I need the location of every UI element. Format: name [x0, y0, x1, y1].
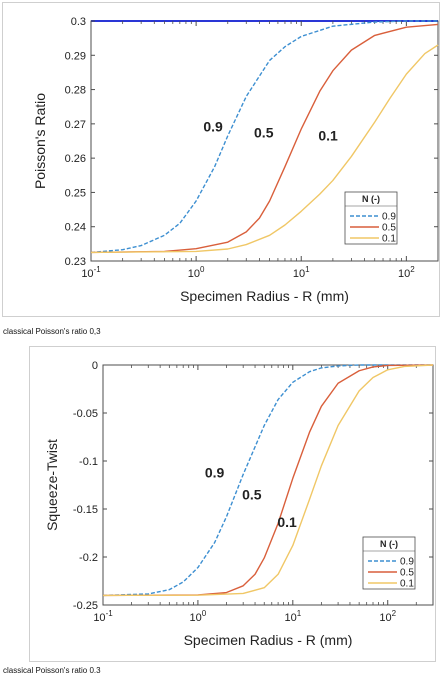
chart1-x-axis-label: Specimen Radius - R (mm) — [180, 288, 349, 304]
chart1-series-n-0-5-line — [90, 23, 439, 254]
chart1-y-tick-label: 0.24 — [65, 222, 86, 234]
chart-panel-squeeze-twist: -0.25 -0.2 -0.15 -0.1 -0.05 0 10-1 100 101 102 0.9… — [29, 346, 436, 662]
chart1-y-tick-label: 0.28 — [65, 85, 86, 97]
chart2-y-tick-label: -0.2 — [79, 552, 98, 564]
caption-squeeze-twist: classical Poisson's ratio 0.3 — [3, 666, 101, 675]
chart2-x-tick-label: 10-1 — [93, 609, 113, 624]
squeeze-twist-chart: -0.25 -0.2 -0.15 -0.1 -0.05 0 10-1 100 101 102 0.9… — [44, 360, 434, 648]
chart2-legend-label-0-5: 0.5 — [400, 568, 414, 579]
chart1-y-tick-label: 0.27 — [65, 119, 86, 131]
chart2-x-axis-label: Specimen Radius - R (mm) — [184, 632, 353, 648]
chart2-y-tick-label: -0.05 — [73, 408, 98, 420]
chart2-series-n-0-9-line — [102, 364, 433, 597]
caption-poissons-ratio: classical Poisson's ratio 0,3 — [3, 327, 101, 336]
chart2-x-tick-label: 101 — [284, 609, 301, 624]
chart1-annotation-n-0-9: 0.9 — [203, 118, 223, 134]
chart1-series-n-0-9-line — [90, 20, 438, 254]
chart1-y-tick-label: 0.29 — [65, 50, 86, 62]
chart2-legend-label-0-1: 0.1 — [400, 579, 414, 590]
chart1-annotation-n-0-5: 0.5 — [254, 125, 274, 141]
chart1-legend-label-0-9: 0.9 — [382, 212, 396, 223]
chart2-y-tick-label: -0.1 — [79, 456, 98, 468]
chart2-annotation-n-0-9: 0.9 — [205, 464, 225, 480]
chart1-annotation-n-0-1: 0.1 — [318, 127, 338, 143]
chart2-legend-title: N (-) — [380, 539, 398, 549]
chart2-x-tick-label: 102 — [379, 609, 396, 624]
chart1-x-tick-label: 10-1 — [81, 265, 101, 280]
chart1-x-tick-label: 102 — [398, 265, 415, 280]
poissons-ratio-chart: 0.23 0.24 0.25 0.26 0.27 0.28 0.29 0.3 10-1 100 10… — [32, 16, 439, 304]
chart1-x-tick-label: 101 — [293, 265, 310, 280]
chart1-y-tick-label: 0.26 — [65, 153, 86, 165]
chart1-y-tick-label: 0.3 — [71, 16, 86, 28]
chart1-series-n-0-1-line — [90, 44, 439, 254]
chart2-series-n-0-1-line — [102, 364, 434, 597]
chart1-y-tick-label: 0.25 — [65, 187, 86, 199]
chart2-series-n-0-5-line — [102, 364, 434, 597]
chart2-x-tick-label: 100 — [190, 609, 207, 624]
chart1-legend-box — [344, 191, 398, 245]
chart1-legend-label-0-1: 0.1 — [382, 234, 396, 245]
chart-panel-poissons-ratio: 0.23 0.24 0.25 0.26 0.27 0.28 0.29 0.3 10-1 100 10… — [2, 2, 440, 317]
chart2-y-tick-label: -0.25 — [73, 600, 98, 612]
chart1-x-tick-label: 100 — [188, 265, 205, 280]
chart2-legend-box — [362, 536, 416, 590]
chart2-y-tick-label: 0 — [92, 360, 98, 372]
chart1-legend-label-0-5: 0.5 — [382, 223, 396, 234]
chart1-y-axis-label: Poisson's Ratio — [32, 93, 48, 189]
chart2-y-tick-label: -0.15 — [73, 504, 98, 516]
chart2-y-axis-label: Squeeze-Twist — [44, 439, 60, 531]
chart2-legend-label-0-9: 0.9 — [400, 557, 414, 568]
chart2-annotation-n-0-5: 0.5 — [242, 486, 262, 502]
chart1-y-tick-label: 0.23 — [65, 256, 86, 268]
chart2-annotation-n-0-1: 0.1 — [277, 514, 297, 530]
chart1-legend-title: N (-) — [362, 194, 380, 204]
